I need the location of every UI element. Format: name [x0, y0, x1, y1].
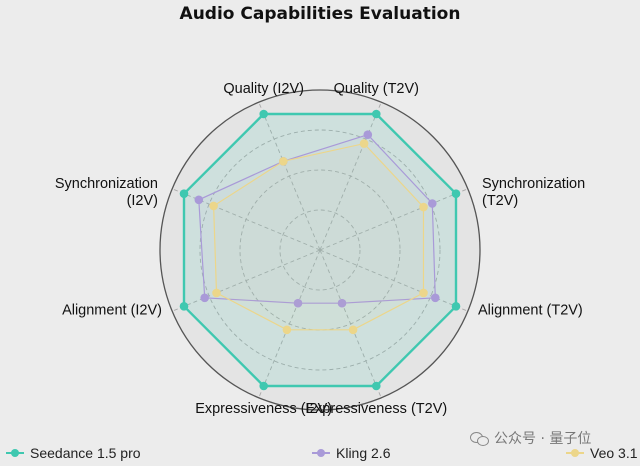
data-point-veo-3-1-1	[359, 139, 369, 148]
data-point-seedance-1-5-pro-5	[259, 381, 269, 391]
data-point-kling-2-6-1	[363, 130, 373, 139]
axis-label-2-line-2: (T2V)	[482, 193, 518, 209]
data-point-kling-2-6-6	[200, 293, 209, 303]
legend-swatch-seedance	[6, 448, 24, 458]
spoke-4	[319, 249, 382, 398]
watermark: 公众号 · 量子位	[470, 428, 591, 448]
axis-label-6: Alignment (I2V)	[62, 302, 162, 318]
spoke-2	[319, 188, 468, 251]
axis-label-1: Quality (T2V)	[334, 81, 419, 97]
legend-swatch-kling	[312, 448, 330, 458]
wechat-icon	[470, 430, 489, 446]
legend-label-kling: Kling 2.6	[336, 445, 391, 461]
data-point-seedance-1-5-pro-3	[451, 302, 461, 311]
axis-label-2-line-1: Synchronization	[482, 176, 585, 192]
data-point-veo-3-1-8	[279, 157, 288, 166]
data-point-veo-3-1-6	[212, 288, 221, 298]
axis-label-4: Expressiveness (T2V)	[305, 401, 447, 417]
axis-label-3: Alignment (T2V)	[478, 302, 583, 318]
spoke-1	[319, 102, 382, 251]
data-point-seedance-1-5-pro-8	[259, 109, 269, 119]
grid-ring-3	[199, 129, 441, 371]
data-point-kling-2-6-2	[428, 199, 437, 208]
legend-item-kling: Kling 2.6	[312, 445, 390, 461]
data-point-veo-3-1-3	[419, 288, 428, 298]
chart-title: Audio Capabilities Evaluation	[179, 4, 461, 24]
axis-label-5: Expressiveness (I2V)	[195, 401, 332, 417]
axis-label-8: Quality (I2V)	[223, 81, 304, 97]
grid-ring-1	[279, 209, 361, 291]
data-point-kling-2-6-7	[194, 195, 204, 205]
data-point-seedance-1-5-pro-2	[451, 189, 461, 198]
spoke-8	[258, 102, 321, 251]
data-point-kling-2-6-4	[337, 298, 347, 308]
data-point-veo-3-1-4	[348, 325, 358, 335]
legend-swatch-veo	[566, 448, 584, 458]
spoke-3	[319, 249, 468, 312]
watermark-text: 公众号 · 量子位	[494, 431, 592, 447]
data-point-kling-2-6-3	[431, 293, 440, 303]
legend: Seedance 1.5 pro Kling 2.6 Veo 3.1	[0, 445, 640, 465]
legend-item-seedance: Seedance 1.5 pro	[6, 445, 141, 461]
legend-item-veo: Veo 3.1	[566, 445, 638, 461]
data-point-veo-3-1-7	[209, 201, 218, 211]
axis-label-7-line-1: Synchronization	[55, 176, 158, 192]
legend-label-veo: Veo 3.1	[590, 445, 638, 461]
spoke-6	[172, 249, 321, 312]
data-point-seedance-1-5-pro-7	[179, 189, 189, 198]
radar-outer-ring	[159, 89, 481, 411]
data-point-seedance-1-5-pro-6	[179, 302, 189, 311]
grid-ring-2	[239, 169, 401, 331]
data-point-seedance-1-5-pro-4	[372, 381, 381, 391]
data-point-kling-2-6-5	[293, 298, 303, 308]
legend-label-seedance: Seedance 1.5 pro	[30, 445, 141, 461]
data-point-veo-3-1-5	[282, 325, 292, 335]
data-point-seedance-1-5-pro-1	[372, 109, 381, 119]
data-point-veo-3-1-2	[419, 202, 428, 212]
spoke-5	[258, 249, 321, 398]
axis-label-7-line-2: (I2V)	[127, 193, 158, 209]
